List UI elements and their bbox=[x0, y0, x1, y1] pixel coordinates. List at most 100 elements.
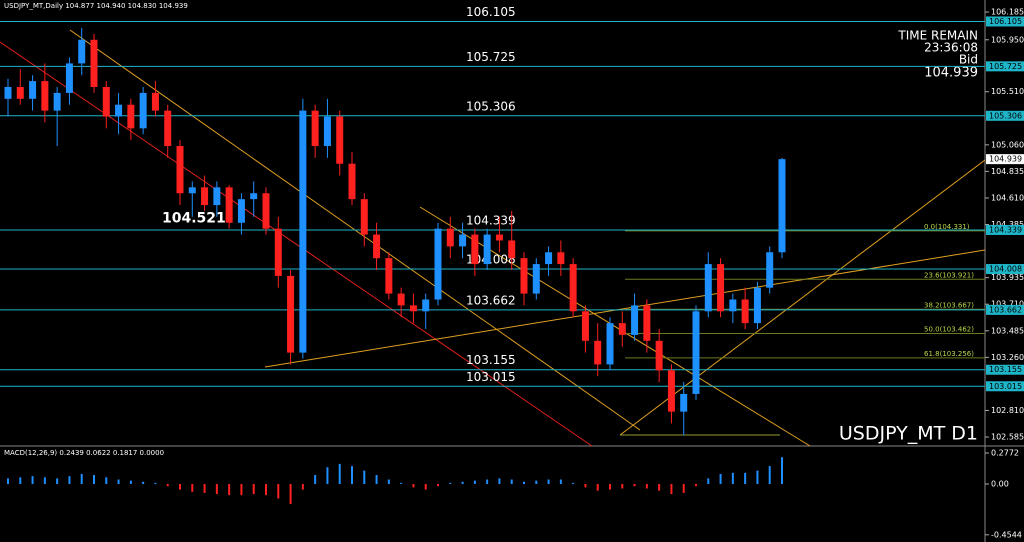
level-price: 103.015 bbox=[989, 382, 1022, 391]
candle-body bbox=[53, 92, 61, 111]
candle-body bbox=[495, 234, 503, 241]
candle-body bbox=[115, 104, 123, 117]
level-price-box bbox=[986, 110, 1024, 121]
candle-body bbox=[16, 87, 24, 99]
y-tick-label: 102.585 bbox=[991, 433, 1024, 442]
candle-body bbox=[237, 199, 245, 223]
candle-body bbox=[409, 305, 417, 312]
fib-label: 38.2(103.667) bbox=[924, 301, 974, 309]
candle-body bbox=[508, 240, 516, 259]
level-price-box bbox=[986, 304, 1024, 315]
trendline bbox=[619, 159, 986, 436]
level-price-box bbox=[986, 381, 1024, 392]
candle-body bbox=[139, 92, 147, 129]
candle-body bbox=[459, 234, 467, 247]
level-price: 103.662 bbox=[989, 305, 1022, 314]
y-tick-label: 103.710 bbox=[991, 300, 1024, 309]
bid-price-box bbox=[986, 154, 1024, 165]
y-tick-label: 104.385 bbox=[991, 220, 1024, 229]
level-label: 106.105 bbox=[466, 5, 516, 19]
candle-body bbox=[778, 159, 786, 253]
y-tick-label: 104.610 bbox=[991, 193, 1024, 202]
level-label: 105.725 bbox=[466, 50, 516, 64]
candle-body bbox=[532, 264, 540, 294]
candle-body bbox=[704, 264, 712, 312]
level-price: 105.306 bbox=[989, 111, 1022, 120]
y-tick-label: 0.2772 bbox=[991, 449, 1019, 458]
y-tick-label: 103.260 bbox=[991, 353, 1024, 362]
y-tick-label: 106.185 bbox=[991, 8, 1024, 17]
fib-label: 61.8(103.256) bbox=[924, 350, 974, 358]
y-tick-label: 104.835 bbox=[991, 167, 1024, 176]
fib-label: 50.0(103.462) bbox=[924, 325, 974, 333]
y-tick-label: 102.810 bbox=[991, 406, 1024, 415]
candle-body bbox=[667, 370, 675, 412]
level-price: 103.155 bbox=[989, 365, 1022, 374]
level-label: 103.015 bbox=[466, 370, 516, 384]
chart-header: USDJPY_MT,Daily 104.877 104.940 104.830 … bbox=[4, 2, 188, 10]
bid-price: 104.939 bbox=[989, 155, 1022, 164]
candle-body bbox=[422, 299, 430, 312]
candle-body bbox=[520, 258, 528, 294]
bid-value: 104.939 bbox=[924, 66, 978, 81]
candle-body bbox=[201, 187, 209, 206]
candle-body bbox=[336, 116, 344, 164]
candle-body bbox=[274, 228, 282, 276]
candle-body bbox=[729, 299, 737, 312]
level-price-box bbox=[986, 61, 1024, 72]
y-tick-label: 105.060 bbox=[991, 140, 1024, 149]
level-price-box bbox=[986, 16, 1024, 27]
candle-body bbox=[127, 104, 135, 129]
level-price: 104.339 bbox=[989, 225, 1022, 234]
candle-body bbox=[741, 299, 749, 324]
candle-body bbox=[655, 340, 663, 371]
time-remain-value: 23:36:08 bbox=[924, 41, 978, 55]
candle-body bbox=[102, 87, 110, 117]
candle-body bbox=[287, 275, 295, 353]
candle-body bbox=[41, 81, 49, 111]
candle-body bbox=[618, 323, 626, 335]
level-label: 103.662 bbox=[466, 293, 516, 307]
macd-header: MACD(12,26,9) 0.2439 0.0622 0.1817 0.000… bbox=[4, 449, 164, 457]
level-price-box bbox=[986, 224, 1024, 235]
candle-body bbox=[581, 311, 589, 341]
candle-body bbox=[311, 110, 319, 147]
candle-body bbox=[631, 305, 639, 335]
level-price-box bbox=[986, 364, 1024, 375]
y-tick-label: 103.935 bbox=[991, 273, 1024, 282]
candle-body bbox=[471, 234, 479, 265]
candle-body bbox=[348, 163, 356, 200]
candle-body bbox=[446, 228, 454, 247]
candle-body bbox=[262, 193, 270, 229]
candle-body bbox=[250, 193, 258, 200]
candle-body bbox=[188, 187, 196, 194]
candle-body bbox=[692, 311, 700, 394]
candle-body bbox=[483, 234, 491, 265]
candle-body bbox=[65, 63, 73, 93]
candle-body bbox=[385, 258, 393, 294]
candle-body bbox=[569, 264, 577, 312]
candle-body bbox=[323, 116, 331, 147]
level-label: 105.306 bbox=[466, 99, 516, 113]
level-price: 104.008 bbox=[989, 265, 1022, 274]
fib-label: 23.6(103.921) bbox=[924, 271, 974, 279]
symbol-label: USDJPY_MT D1 bbox=[839, 423, 978, 445]
candle-body bbox=[4, 87, 12, 99]
candle-body bbox=[680, 393, 688, 412]
candle-body bbox=[151, 92, 159, 111]
candle-body bbox=[360, 199, 368, 235]
y-tick-label: 105.950 bbox=[991, 35, 1024, 44]
price-annotation: 104.521 bbox=[162, 210, 226, 226]
candle-body bbox=[643, 305, 651, 341]
candle-body bbox=[594, 340, 602, 365]
level-label: 104.339 bbox=[466, 213, 516, 227]
candle-body bbox=[299, 110, 307, 353]
level-label: 104.008 bbox=[466, 253, 516, 267]
candle-body bbox=[78, 39, 86, 64]
candle-body bbox=[29, 81, 37, 99]
trendline bbox=[0, 41, 593, 447]
candle-body bbox=[397, 293, 405, 306]
candle-body bbox=[717, 264, 725, 312]
